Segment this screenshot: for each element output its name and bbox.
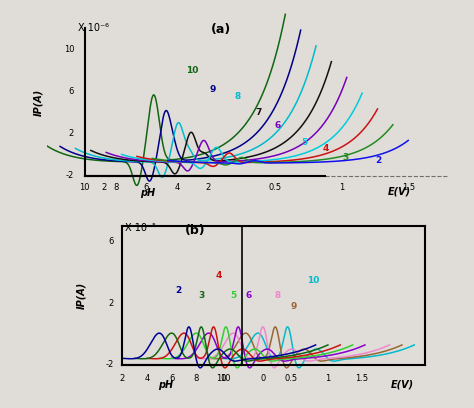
- Text: 0.5: 0.5: [268, 183, 281, 192]
- Text: IP(A): IP(A): [33, 89, 43, 115]
- Text: 2: 2: [101, 183, 106, 192]
- Text: 2: 2: [109, 299, 114, 308]
- Text: 2: 2: [376, 155, 382, 164]
- Text: 1.5: 1.5: [355, 374, 368, 383]
- Text: 8: 8: [113, 183, 118, 192]
- Text: pH: pH: [158, 380, 173, 390]
- Text: 2: 2: [205, 183, 210, 192]
- Text: X 10⁻⁶: X 10⁻⁶: [78, 23, 109, 33]
- Text: IP(A): IP(A): [77, 282, 87, 309]
- Text: (a): (a): [211, 23, 231, 36]
- Text: 10: 10: [64, 45, 74, 54]
- Text: 2: 2: [175, 286, 182, 295]
- Text: 3: 3: [199, 291, 205, 300]
- Text: 1: 1: [339, 183, 344, 192]
- Text: 0: 0: [260, 374, 265, 383]
- Text: E(V): E(V): [391, 380, 414, 390]
- Text: 1.5: 1.5: [401, 183, 415, 192]
- Text: pH: pH: [140, 188, 155, 197]
- Text: 9: 9: [210, 85, 216, 94]
- Text: (b): (b): [185, 224, 206, 237]
- Text: 4: 4: [216, 271, 222, 280]
- Text: -2: -2: [66, 171, 74, 180]
- Text: 6: 6: [274, 121, 281, 130]
- Text: 6: 6: [246, 291, 252, 300]
- Text: 10: 10: [185, 66, 198, 75]
- Text: 6: 6: [144, 183, 149, 192]
- Text: 6: 6: [169, 374, 174, 383]
- Text: X 10⁻⁵: X 10⁻⁵: [125, 224, 155, 233]
- Text: 2: 2: [120, 374, 125, 383]
- Text: 4: 4: [145, 374, 150, 383]
- Text: 8: 8: [194, 374, 199, 383]
- Text: 10: 10: [216, 374, 227, 383]
- Text: 9: 9: [291, 302, 297, 311]
- Text: 2: 2: [69, 129, 74, 138]
- Text: 0.5: 0.5: [284, 374, 298, 383]
- Text: 4: 4: [322, 144, 328, 153]
- Text: -2: -2: [106, 360, 114, 369]
- Text: 8: 8: [275, 291, 281, 300]
- Text: 6: 6: [69, 87, 74, 96]
- Text: E(V): E(V): [388, 186, 411, 197]
- Text: 3: 3: [342, 153, 348, 162]
- Text: 10: 10: [307, 276, 319, 285]
- Text: 5: 5: [301, 137, 307, 146]
- Text: 1: 1: [325, 374, 330, 383]
- Text: 5: 5: [230, 291, 236, 300]
- Text: 10: 10: [220, 374, 231, 383]
- Text: 6: 6: [109, 237, 114, 246]
- Text: 10: 10: [80, 183, 90, 192]
- Text: 8: 8: [234, 92, 240, 101]
- Text: 4: 4: [174, 183, 180, 192]
- Text: 7: 7: [255, 108, 262, 117]
